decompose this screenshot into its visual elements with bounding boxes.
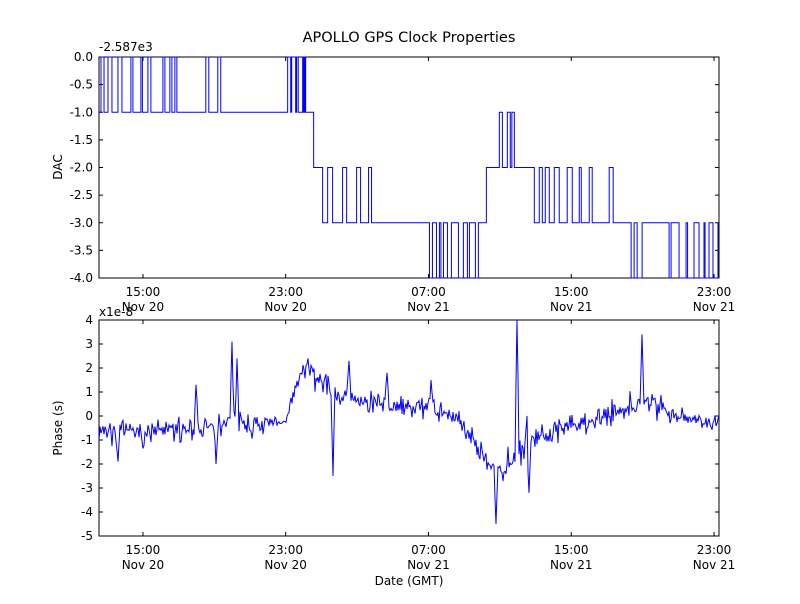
bottom-axes-frame	[98, 319, 720, 537]
y-tick-label: -5	[81, 529, 93, 543]
y-axis-offset-label: -2.587e3	[99, 40, 153, 54]
dac-series-line	[99, 56, 719, 279]
x-tick-label-date: Nov 21	[693, 558, 736, 572]
x-tick-label-time: 23:00	[697, 285, 732, 299]
top-chart: 0.0 -0.5 -1.0 -1.5 -2.0 -2.5 -3.0 -3.5 -4.0 15:00…	[70, 50, 736, 314]
x-tick-label-date: Nov 21	[407, 300, 450, 314]
phase-series-line	[98, 319, 720, 525]
y-tick-label: -4	[81, 505, 93, 519]
y-tick-label: 1	[85, 385, 93, 399]
x-tick-label-date: Nov 21	[407, 558, 450, 572]
y-tick-label: -2	[81, 457, 93, 471]
x-tick-label-time: 15:00	[554, 543, 589, 557]
y-tick-label: -3.0	[70, 216, 93, 230]
y-tick-label: 2	[85, 361, 93, 375]
y-tick-label: -2.0	[70, 161, 93, 175]
y-tick-label: 4	[85, 313, 93, 327]
x-tick-label-date: Nov 20	[264, 300, 307, 314]
y-tick-label: 3	[85, 337, 93, 351]
x-tick-label-date: Nov 20	[122, 300, 165, 314]
x-tick-label-time: 15:00	[126, 285, 161, 299]
x-tick-label-time: 15:00	[554, 285, 589, 299]
x-tick-label-time: 23:00	[268, 285, 303, 299]
y-axis-multiplier-label: x1e-8	[99, 305, 133, 319]
x-tick-label-time: 07:00	[411, 543, 446, 557]
chart-title: APOLLO GPS Clock Properties	[303, 30, 516, 46]
x-tick-label-date: Nov 21	[550, 300, 593, 314]
bottom-y-axis-label: Phase (s)	[51, 400, 65, 455]
x-tick-label-date: Nov 21	[550, 558, 593, 572]
y-tick-label: -3	[81, 481, 93, 495]
y-tick-label: -1	[81, 433, 93, 447]
x-tick-label-time: 15:00	[126, 543, 161, 557]
y-tick-label: -1.5	[70, 133, 93, 147]
x-tick-label-date: Nov 20	[264, 558, 307, 572]
top-axes-frame	[98, 56, 720, 279]
x-tick-label-date: Nov 21	[693, 300, 736, 314]
x-tick-label-time: 23:00	[697, 543, 732, 557]
y-tick-label: -1.0	[70, 105, 93, 119]
x-tick-label-date: Nov 20	[122, 558, 165, 572]
y-tick-label: -0.5	[70, 78, 93, 92]
y-tick-label: -4.0	[70, 271, 93, 285]
y-tick-label: 0	[85, 409, 93, 423]
y-tick-label: -3.5	[70, 243, 93, 257]
y-tick-label: -2.5	[70, 188, 93, 202]
x-tick-label-time: 23:00	[268, 543, 303, 557]
x-axis-label: Date (GMT)	[375, 574, 444, 588]
y-tick-label: 0.0	[74, 50, 93, 64]
x-tick-label-time: 07:00	[411, 285, 446, 299]
top-y-axis-label: DAC	[51, 154, 65, 179]
